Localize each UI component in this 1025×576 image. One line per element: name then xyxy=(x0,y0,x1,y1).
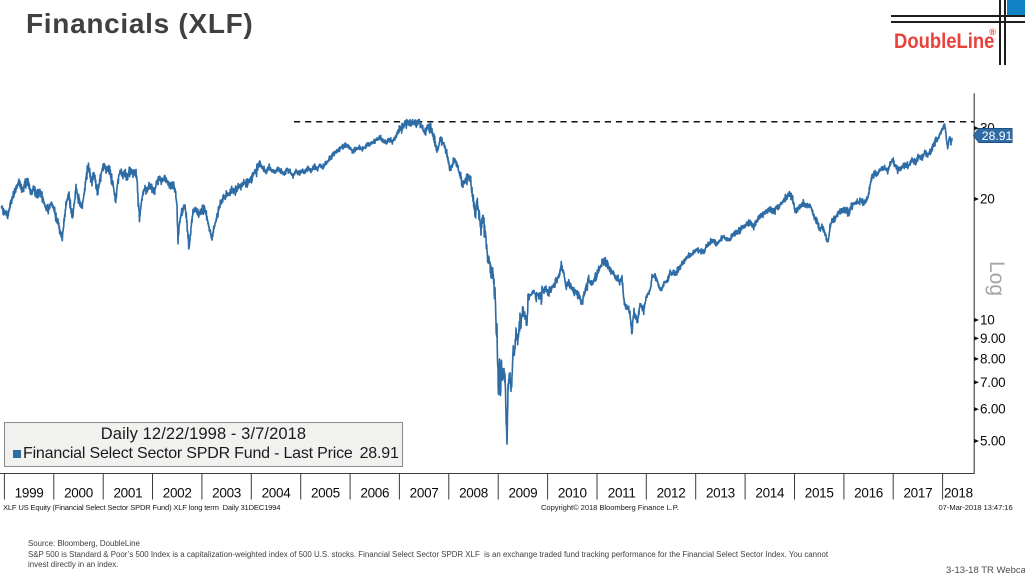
svg-text:2018: 2018 xyxy=(944,486,973,501)
svg-text:2002: 2002 xyxy=(163,486,192,501)
svg-text:20: 20 xyxy=(980,192,995,207)
svg-text:2013: 2013 xyxy=(706,486,735,501)
svg-text:2012: 2012 xyxy=(657,486,686,501)
svg-text:2015: 2015 xyxy=(805,486,834,501)
svg-text:2014: 2014 xyxy=(755,486,785,501)
svg-text:2004: 2004 xyxy=(262,486,292,501)
svg-text:2000: 2000 xyxy=(64,486,93,501)
svg-text:2010: 2010 xyxy=(558,486,587,501)
svg-text:28.91: 28.91 xyxy=(982,129,1013,143)
svg-text:6.00: 6.00 xyxy=(980,402,1005,417)
svg-text:2009: 2009 xyxy=(508,486,537,501)
svg-text:1999: 1999 xyxy=(15,486,44,501)
svg-text:2016: 2016 xyxy=(854,486,883,501)
svg-text:2006: 2006 xyxy=(360,486,389,501)
svg-text:10: 10 xyxy=(980,313,995,328)
svg-text:2003: 2003 xyxy=(212,486,241,501)
svg-text:2011: 2011 xyxy=(608,486,636,501)
svg-text:5.00: 5.00 xyxy=(980,434,1005,449)
svg-text:9.00: 9.00 xyxy=(980,331,1005,346)
svg-text:2005: 2005 xyxy=(311,486,340,501)
svg-text:2017: 2017 xyxy=(903,486,932,501)
svg-text:2008: 2008 xyxy=(459,486,488,501)
svg-text:8.00: 8.00 xyxy=(980,351,1005,366)
svg-text:7.00: 7.00 xyxy=(980,375,1005,390)
svg-text:2007: 2007 xyxy=(410,486,439,501)
svg-text:2001: 2001 xyxy=(113,486,142,501)
